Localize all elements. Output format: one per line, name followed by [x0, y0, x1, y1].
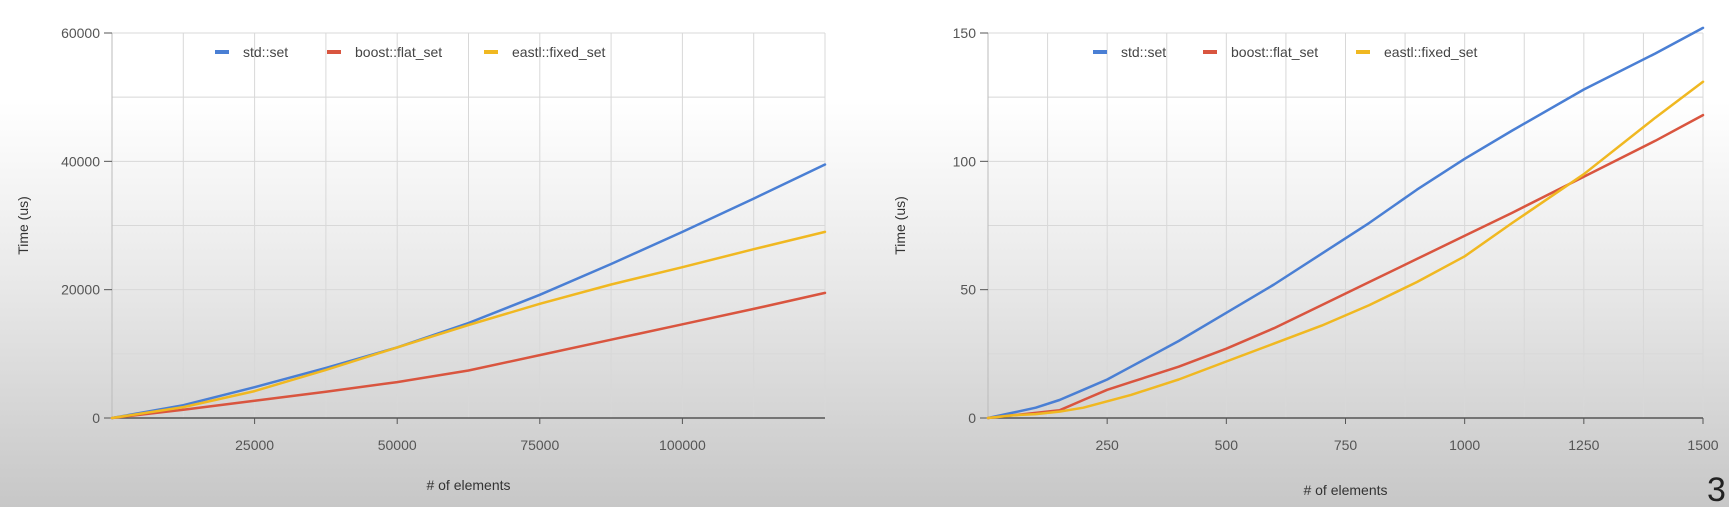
legend-label: eastl::fixed_set: [1384, 44, 1477, 60]
y-tick-label: 0: [92, 410, 100, 426]
series-line-boost--flat-set: [986, 113, 1705, 420]
y-tick-label: 40000: [61, 153, 100, 169]
y-axis-title: Time (us): [892, 196, 908, 255]
y-axis-title: Time (us): [15, 196, 31, 255]
x-axis-title: # of elements: [426, 477, 510, 493]
legend-label: boost::flat_set: [355, 44, 442, 60]
x-tick-label: 500: [1215, 437, 1239, 453]
x-axis-title: # of elements: [1303, 482, 1387, 498]
legend-label: eastl::fixed_set: [512, 44, 605, 60]
legend-label: boost::flat_set: [1231, 44, 1318, 60]
x-tick-label: 1500: [1687, 437, 1718, 453]
x-tick-label: 250: [1095, 437, 1119, 453]
y-tick-label: 100: [953, 153, 977, 169]
y-tick-label: 60000: [61, 25, 100, 41]
x-tick-label: 1000: [1449, 437, 1480, 453]
y-tick-label: 0: [968, 410, 976, 426]
legend-label: std::set: [1121, 44, 1166, 60]
chart-2: 0 50 100 150 250 500 750 1000 1250 1500 # of eleme…: [892, 25, 1719, 498]
x-tick-label: 750: [1334, 437, 1358, 453]
x-tick-label: 1250: [1568, 437, 1599, 453]
y-tick-label: 150: [953, 25, 977, 41]
x-tick-label: 75000: [520, 437, 559, 453]
y-tick-label: 20000: [61, 282, 100, 298]
x-tick-label: 25000: [235, 437, 274, 453]
series-line-std--set: [986, 26, 1705, 420]
series-line-eastl--fixed-set: [110, 230, 827, 420]
page-number: 3: [1707, 471, 1726, 509]
legend-label: std::set: [243, 44, 288, 60]
y-tick-label: 50: [960, 282, 976, 298]
series-line-std--set: [110, 163, 827, 420]
chart-1: 0 20000 40000 60000 25000 50000 75000 100000 # o…: [15, 25, 827, 493]
x-tick-label: 100000: [659, 437, 706, 453]
series-line-eastl--fixed-set: [986, 80, 1705, 420]
x-tick-label: 50000: [378, 437, 417, 453]
series-line-boost--flat-set: [110, 291, 827, 420]
